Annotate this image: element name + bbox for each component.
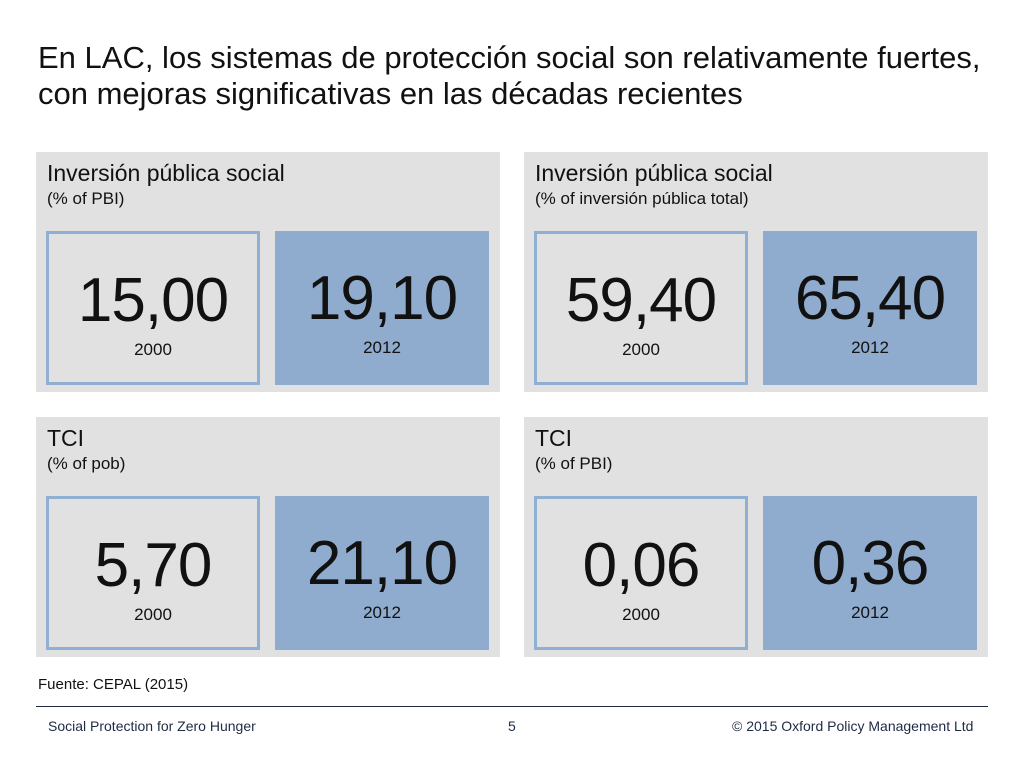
panel-social-investment-total: Inversión pública social (% of inversión… [524,152,988,392]
panel-subtitle: (% of PBI) [535,454,613,473]
value: 65,40 [794,264,946,333]
panel-title: Inversión pública social [47,160,285,186]
panel-title: TCI [47,425,85,451]
value-box-2012: 21,10 2012 [275,496,489,650]
panel-title: Inversión pública social [535,160,773,186]
value-box-2000: 59,40 2000 [534,231,748,385]
panel-social-investment-gdp: Inversión pública social (% of PBI) 15,0… [36,152,500,392]
panel-title: TCI [535,425,573,451]
footer-divider [36,706,988,707]
year-label: 2012 [363,603,401,622]
panel-subtitle: (% of PBI) [47,189,125,208]
year-label: 2000 [134,605,172,624]
year-label: 2000 [622,605,660,624]
year-label: 2012 [363,338,401,357]
value-box-2012: 19,10 2012 [275,231,489,385]
value-box-2012: 0,36 2012 [763,496,977,650]
value: 0,36 [811,529,930,598]
year-label: 2000 [134,340,172,359]
slide-title: En LAC, los sistemas de protección socia… [38,40,981,111]
value: 59,40 [565,266,717,335]
value: 21,10 [306,529,458,598]
panel-tci-population: TCI (% of pob) 5,70 2000 21,10 2012 [36,417,500,657]
value-box-2000: 15,00 2000 [46,231,260,385]
value-box-2000: 5,70 2000 [46,496,260,650]
value-box-2000: 0,06 2000 [534,496,748,650]
source-note: Fuente: CEPAL (2015) [38,676,189,693]
value: 19,10 [306,264,458,333]
year-label: 2012 [851,603,889,622]
year-label: 2000 [622,340,660,359]
year-label: 2012 [851,338,889,357]
panel-tci-gdp: TCI (% of PBI) 0,06 2000 0,36 2012 [524,417,988,657]
value: 0,06 [582,531,701,600]
footer-left-text: Social Protection for Zero Hunger [48,718,256,734]
value-box-2012: 65,40 2012 [763,231,977,385]
panel-subtitle: (% of inversión pública total) [535,189,749,208]
footer-copyright: © 2015 Oxford Policy Management Ltd [732,718,974,734]
panel-subtitle: (% of pob) [47,454,126,473]
page-number: 5 [508,718,516,734]
value: 15,00 [77,266,229,335]
value: 5,70 [94,531,213,600]
